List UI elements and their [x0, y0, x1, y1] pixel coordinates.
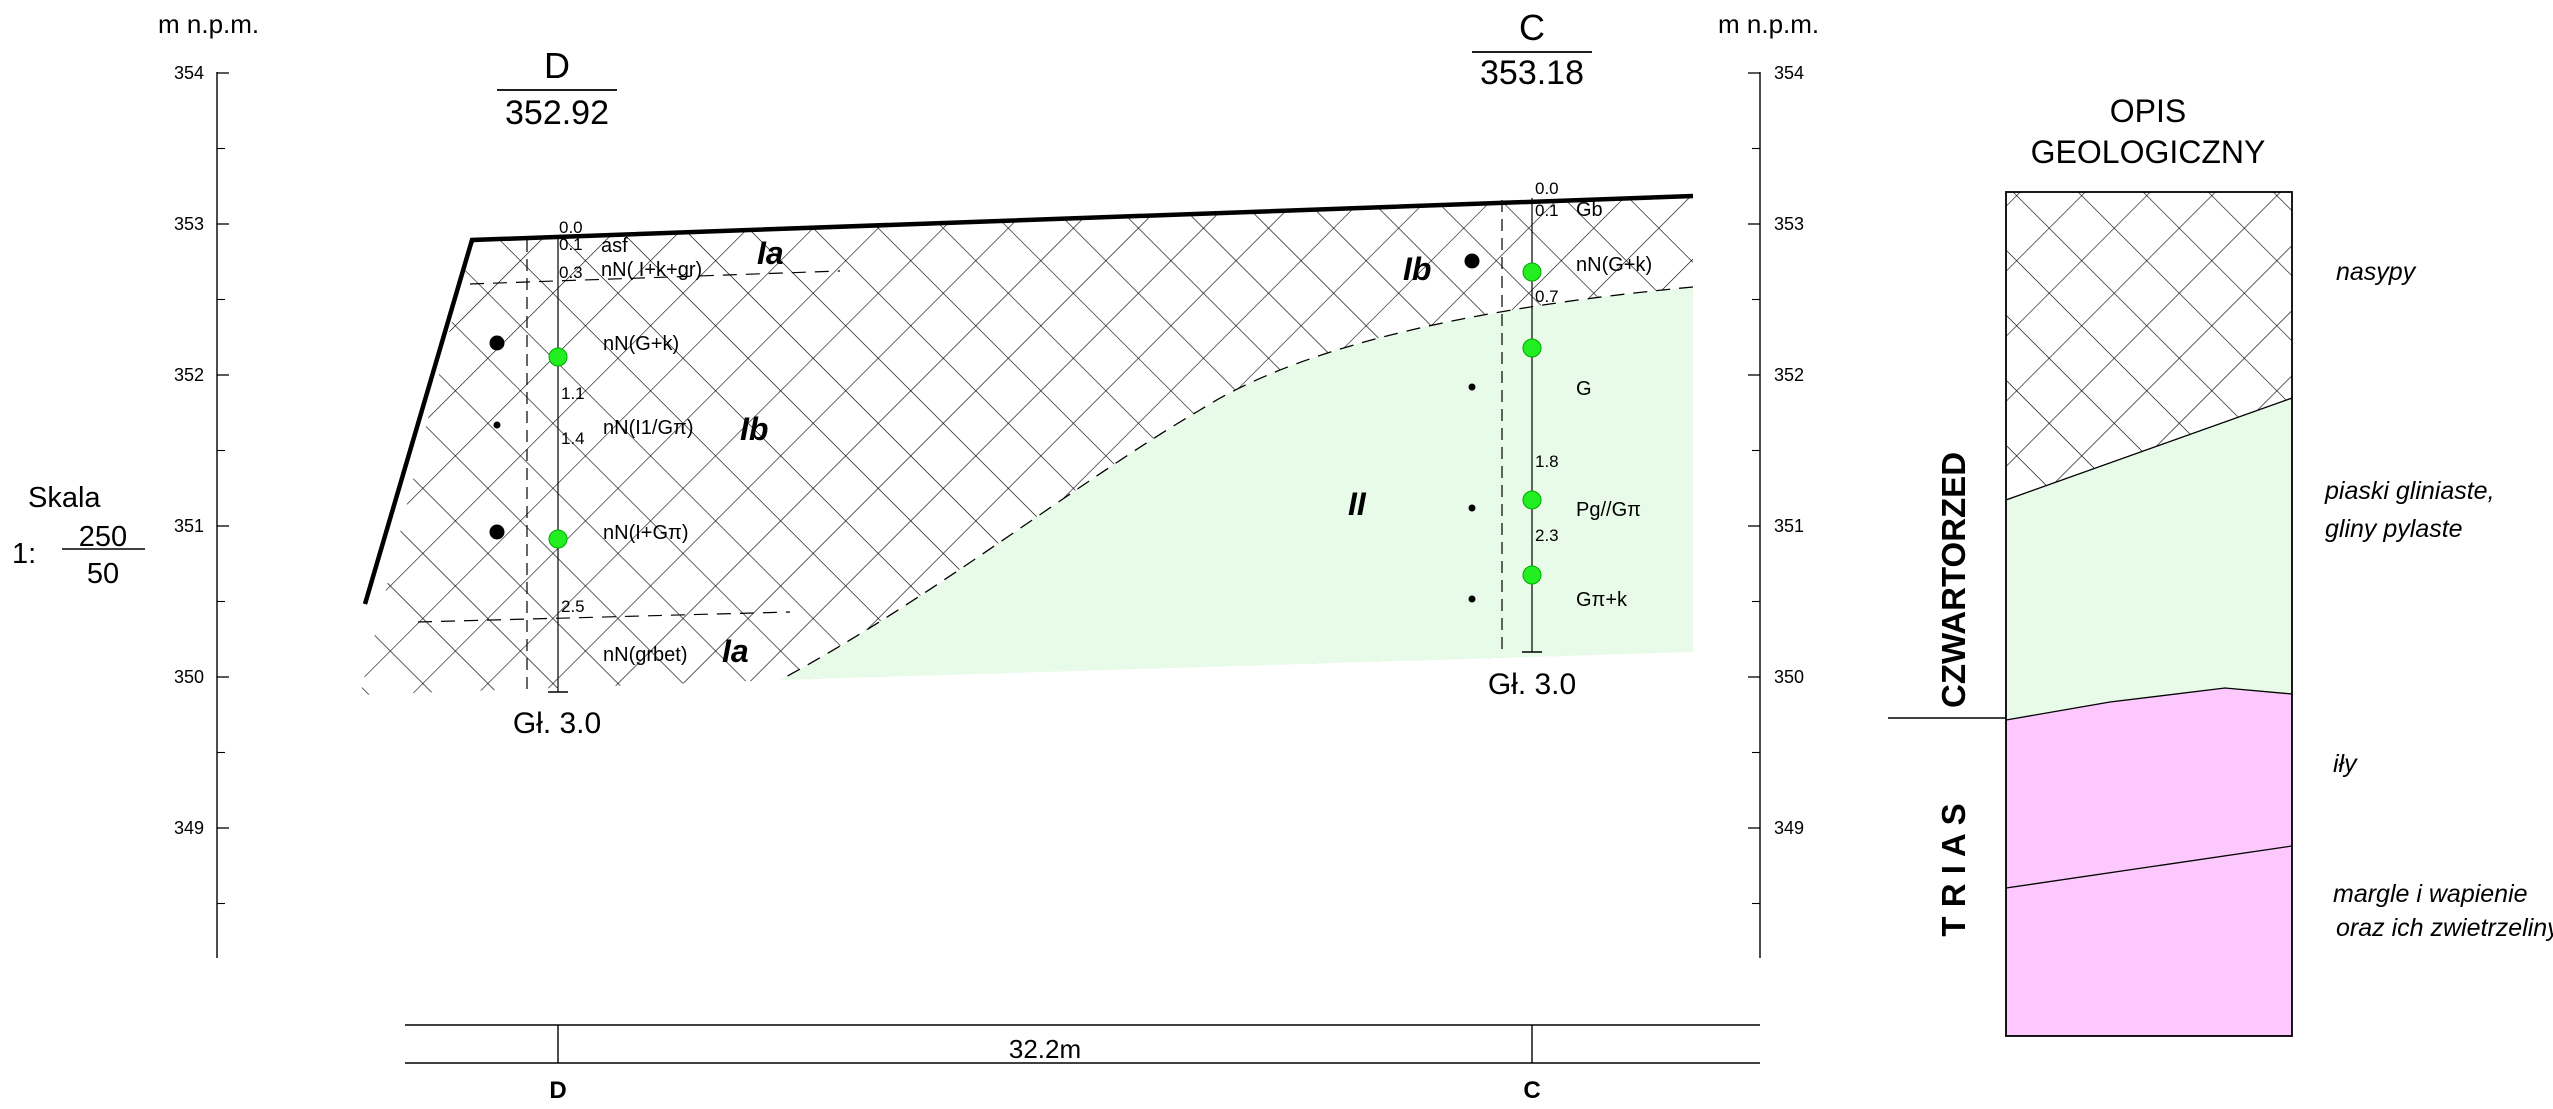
scale-numerator: 250: [79, 521, 127, 553]
right-axis-unit: m n.p.m.: [1718, 9, 1819, 39]
borehole-d-depth-label: Gł. 3.0: [513, 707, 601, 740]
borehole-d-depth-2: 0.3: [559, 263, 583, 282]
borehole-d: D 352.92 Gł. 3.0 0.0 0.1 0.3 1.1 1.4 2.5…: [489, 45, 702, 740]
legend-title-line1: OPIS: [2110, 93, 2186, 129]
zone-label-ii: II: [1348, 486, 1367, 522]
left-axis-tick-label: 352: [174, 365, 204, 385]
left-elevation-axis: m n.p.m. 354 353 352 351 350 349: [158, 9, 259, 958]
legend-desc-sand-line1: piaski gliniaste,: [2324, 477, 2495, 505]
borehole-d-layer-3: nN(I1/Gπ): [603, 417, 693, 439]
right-axis-tick-label: 353: [1774, 214, 1804, 234]
borehole-d-marker-2: [493, 421, 501, 429]
borehole-c-sample-2: [1522, 338, 1542, 358]
legend-desc-marl-line2: oraz ich zwietrzeliny: [2336, 914, 2553, 942]
borehole-d-sample-2: [548, 529, 568, 549]
borehole-c-layer-0: Gb: [1576, 199, 1603, 221]
borehole-d-layer-1: nN( I+k+gr): [601, 259, 702, 281]
borehole-d-depth-5: 2.5: [561, 597, 585, 616]
borehole-d-depth-3: 1.1: [561, 384, 585, 403]
borehole-c-marker-3: [1468, 504, 1476, 512]
borehole-d-id: D: [544, 45, 570, 86]
left-axis-unit: m n.p.m.: [158, 9, 259, 39]
borehole-c-id: C: [1519, 7, 1545, 48]
zone-label-ib-left: Ib: [740, 411, 768, 447]
legend-desc-marl-line1: margle i wapienie: [2333, 880, 2528, 908]
right-elevation-axis: m n.p.m. 354 353 352 351 350 349: [1718, 9, 1819, 958]
zone-label-ia-top: Ia: [757, 235, 784, 271]
borehole-c-layer-2: G: [1576, 378, 1592, 400]
borehole-d-layer-0: asf: [601, 235, 628, 257]
borehole-d-sample-1: [548, 347, 568, 367]
left-axis-tick-label: 351: [174, 516, 204, 536]
borehole-d-depth-4: 1.4: [561, 429, 585, 448]
right-axis-tick-label: 354: [1774, 63, 1804, 83]
borehole-d-layer-4: nN(I+Gπ): [603, 522, 688, 544]
borehole-c-sample-1: [1522, 262, 1542, 282]
left-axis-tick-label: 353: [174, 214, 204, 234]
borehole-c-depth-4: 2.3: [1535, 526, 1559, 545]
borehole-c-layer-3: Pg//Gπ: [1576, 499, 1641, 521]
legend-period-quaternary: CZWARTORZED: [1935, 452, 1972, 708]
scale-block: Skala 1: 250 50: [12, 482, 145, 590]
right-axis-ticks: 354 353 352 351 350 349: [1748, 63, 1804, 905]
scale-denominator: 50: [87, 558, 119, 590]
borehole-d-depth-0: 0.0: [559, 218, 583, 237]
borehole-c-elevation: 353.18: [1480, 54, 1584, 92]
legend-column: [2006, 192, 2292, 1036]
right-axis-tick-label: 349: [1774, 818, 1804, 838]
borehole-d-layer-5: nN(grbet): [603, 644, 687, 666]
right-axis-tick-label: 351: [1774, 516, 1804, 536]
borehole-d-marker-3: [489, 524, 505, 540]
geological-legend: OPIS GEOLOGICZNY CZWARTORZED T R I A S n…: [1888, 93, 2553, 1037]
left-axis-tick-label: 349: [174, 818, 204, 838]
borehole-c-layer-1: nN(G+k): [1576, 254, 1652, 276]
borehole-c-depth-0: 0.0: [1535, 179, 1559, 198]
right-axis-tick-label: 352: [1774, 365, 1804, 385]
borehole-c-sample-3: [1522, 490, 1542, 510]
zone-label-ib-right: Ib: [1403, 251, 1431, 287]
borehole-c: C 353.18 Gł. 3.0 0.0 0.1 0.7 1.8 2.3 Gb …: [1464, 7, 1652, 701]
zone-label-ia-bottom: Ia: [722, 633, 749, 669]
borehole-d-depth-1: 0.1: [559, 235, 583, 254]
sand-layer-region: [779, 286, 1694, 681]
borehole-c-depth-2: 0.7: [1535, 287, 1559, 306]
left-axis-ticks: 354 353 352 351 350 349: [174, 63, 229, 905]
legend-title-line2: GEOLOGICZNY: [2031, 134, 2266, 170]
borehole-c-sample-4: [1522, 565, 1542, 585]
borehole-d-layer-2: nN(G+k): [603, 333, 679, 355]
legend-period-triassic: T R I A S: [1935, 803, 1972, 936]
distance-bar: 32.2m D C: [405, 1024, 1760, 1104]
distance-value: 32.2m: [1009, 1034, 1081, 1064]
legend-desc-clay: iły: [2333, 750, 2358, 778]
left-axis-tick-label: 354: [174, 63, 204, 83]
scale-prefix: 1:: [12, 538, 36, 570]
borehole-c-marker-2: [1468, 383, 1476, 391]
ground-surface: [362, 193, 1694, 605]
borehole-c-depth-1: 0.1: [1535, 201, 1559, 220]
legend-desc-fill: nasypy: [2336, 258, 2417, 286]
distance-right-label: C: [1523, 1077, 1540, 1104]
borehole-d-elevation: 352.92: [505, 94, 609, 132]
left-axis-tick-label: 350: [174, 667, 204, 687]
borehole-c-depth-label: Gł. 3.0: [1488, 668, 1576, 701]
dashed-boundaries: [417, 270, 841, 623]
borehole-c-marker-1: [1464, 253, 1480, 269]
borehole-c-depth-3: 1.8: [1535, 452, 1559, 471]
legend-desc-sand-line2: gliny pylaste: [2325, 515, 2463, 543]
borehole-c-layer-4: Gπ+k: [1576, 589, 1628, 611]
borehole-c-marker-4: [1468, 595, 1476, 603]
zone-labels: Ia Ib Ia Ib II: [722, 235, 1431, 669]
distance-left-label: D: [549, 1077, 566, 1104]
scale-title: Skala: [28, 482, 101, 514]
right-axis-tick-label: 350: [1774, 667, 1804, 687]
borehole-d-marker-1: [489, 335, 505, 351]
